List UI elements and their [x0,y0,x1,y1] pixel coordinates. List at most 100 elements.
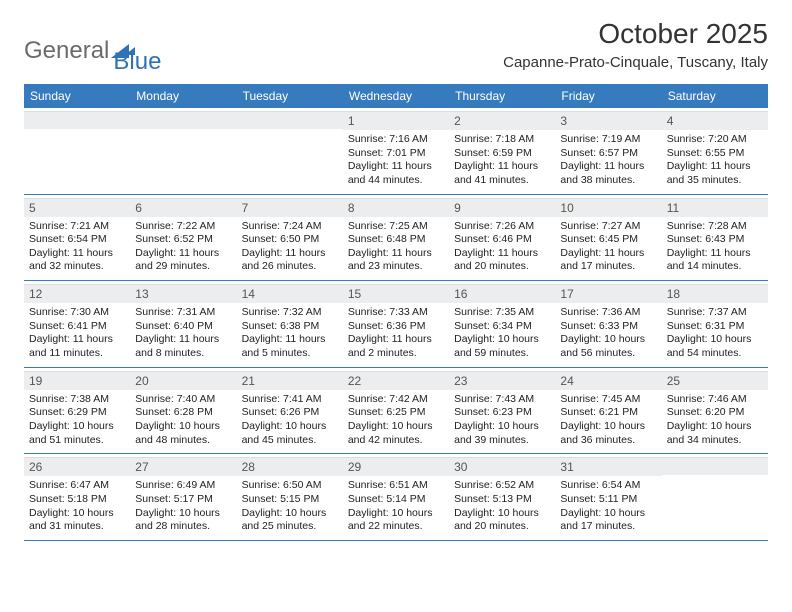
calendar-cell: 5 Sunrise: 7:21 AMSunset: 6:54 PMDaylight… [24,195,130,281]
day-number: 13 [130,284,236,303]
daylight-line-2: and 34 minutes. [666,434,764,448]
sunrise-line: Sunrise: 7:24 AM [241,220,339,234]
sunrise-line: Sunrise: 7:46 AM [666,393,764,407]
calendar-cell: 17Sunrise: 7:36 AMSunset: 6:33 PMDayligh… [555,281,661,367]
calendar-cell [237,108,343,194]
calendar-page: General Blue October 2025 Capanne-Prato-… [0,0,792,541]
sunset-line: Sunset: 6:36 PM [347,320,445,334]
sunset-line: Sunset: 6:41 PM [28,320,126,334]
sunset-line: Sunset: 5:13 PM [453,493,551,507]
daylight-line-2: and 48 minutes. [134,434,232,448]
daylight-line-1: Daylight: 10 hours [134,507,232,521]
day-number: 30 [449,457,555,476]
daylight-line-2: and 54 minutes. [666,347,764,361]
calendar-cell: 25Sunrise: 7:46 AMSunset: 6:20 PMDayligh… [662,368,768,454]
daylight-line-2: and 32 minutes. [28,260,126,274]
calendar-cell: 4Sunrise: 7:20 AMSunset: 6:55 PMDaylight… [662,108,768,194]
sunset-line: Sunset: 5:14 PM [347,493,445,507]
day-number: 5 [24,198,130,217]
calendar-cell: 28Sunrise: 6:50 AMSunset: 5:15 PMDayligh… [237,454,343,540]
sunset-line: Sunset: 6:43 PM [666,233,764,247]
daylight-line-2: and 11 minutes. [28,347,126,361]
sunrise-line: Sunrise: 7:22 AM [134,220,232,234]
daylight-line-1: Daylight: 10 hours [134,420,232,434]
day-number: 16 [449,284,555,303]
daylight-line-2: and 5 minutes. [241,347,339,361]
day-number [130,111,236,129]
sunset-line: Sunset: 6:52 PM [134,233,232,247]
sunrise-line: Sunrise: 7:36 AM [559,306,657,320]
sunset-line: Sunset: 7:01 PM [347,147,445,161]
day-number: 25 [662,371,768,390]
calendar-cell: 18Sunrise: 7:37 AMSunset: 6:31 PMDayligh… [662,281,768,367]
calendar-cell: 2 Sunrise: 7:18 AMSunset: 6:59 PMDaylight… [449,108,555,194]
daylight-line-2: and 39 minutes. [453,434,551,448]
table-row: 1 Sunrise: 7:16 AMSunset: 7:01 PM Daylight… [24,108,768,195]
sunrise-line: Sunrise: 7:32 AM [241,306,339,320]
calendar-cell: 13Sunrise: 7:31 AMSunset: 6:40 PMDayligh… [130,281,236,367]
daylight-line-1: Daylight: 11 hours [347,333,445,347]
sunrise-line: Sunrise: 7:16 AM [347,133,445,147]
calendar-cell: 22Sunrise: 7:42 AMSunset: 6:25 PMDayligh… [343,368,449,454]
day-number: 20 [130,371,236,390]
sunset-line: Sunset: 6:26 PM [241,406,339,420]
calendar-cell: 30Sunrise: 6:52 AMSunset: 5:13 PMDayligh… [449,454,555,540]
day-number: 18 [662,284,768,303]
calendar-cell [662,454,768,540]
daylight-line-1: Daylight: 11 hours [559,160,657,174]
day-number: 19 [24,371,130,390]
calendar-cell [24,108,130,194]
sunrise-line: Sunrise: 7:43 AM [453,393,551,407]
daylight-line-2: and 23 minutes. [347,260,445,274]
daylight-line-2: and 8 minutes. [134,347,232,361]
day-number: 29 [343,457,449,476]
daylight-line-2: and 17 minutes. [559,520,657,534]
day-number: 1 [343,111,449,130]
sunset-line: Sunset: 6:54 PM [28,233,126,247]
sunrise-line: Sunrise: 7:18 AM [453,133,551,147]
daylight-line-1: Daylight: 11 hours [453,160,551,174]
logo-text-general: General [24,37,109,65]
header: General Blue October 2025 Capanne-Prato-… [24,18,768,76]
daylight-line-1: Daylight: 10 hours [666,333,764,347]
daylight-line-2: and 36 minutes. [559,434,657,448]
day-number: 26 [24,457,130,476]
calendar-cell: 3Sunrise: 7:19 AMSunset: 6:57 PMDaylight… [555,108,661,194]
sunset-line: Sunset: 6:59 PM [453,147,551,161]
daylight-line-1: Daylight: 10 hours [559,333,657,347]
daylight-line-2: and 22 minutes. [347,520,445,534]
table-row: 5Sunrise: 7:21 AMSunset: 6:54 PMDaylight… [24,195,768,282]
title-block: October 2025 Capanne-Prato-Cinquale, Tus… [503,18,768,71]
sunrise-line: Sunrise: 7:35 AM [453,306,551,320]
column-header: Friday [555,84,661,108]
daylight-line-2: and 29 minutes. [134,260,232,274]
daylight-line-1: Daylight: 10 hours [666,420,764,434]
day-number: 31 [555,457,661,476]
daylight-line-2: and 2 minutes. [347,347,445,361]
sunrise-line: Sunrise: 7:21 AM [28,220,126,234]
sunset-line: Sunset: 5:17 PM [134,493,232,507]
day-number: 14 [237,284,343,303]
calendar-cell: 23Sunrise: 7:43 AMSunset: 6:23 PMDayligh… [449,368,555,454]
daylight-line-2: and 44 minutes. [347,174,445,188]
column-header: Saturday [662,84,768,108]
sunrise-line: Sunrise: 7:20 AM [666,133,764,147]
day-number: 23 [449,371,555,390]
day-number: 12 [24,284,130,303]
calendar-cell: 26Sunrise: 6:47 AMSunset: 5:18 PMDayligh… [24,454,130,540]
daylight-line-1: Daylight: 11 hours [28,247,126,261]
daylight-line-1: Daylight: 11 hours [666,247,764,261]
calendar-cell: 11Sunrise: 7:28 AMSunset: 6:43 PMDayligh… [662,195,768,281]
calendar-cell: 9Sunrise: 7:26 AMSunset: 6:46 PMDaylight… [449,195,555,281]
daylight-line-1: Daylight: 11 hours [241,333,339,347]
page-title: October 2025 [503,18,768,50]
daylight-line-2: and 20 minutes. [453,260,551,274]
daylight-line-1: Daylight: 11 hours [666,160,764,174]
day-number: 2 [449,111,555,130]
daylight-line-2: and 51 minutes. [28,434,126,448]
daylight-line-2: and 20 minutes. [453,520,551,534]
sunset-line: Sunset: 6:29 PM [28,406,126,420]
sunrise-line: Sunrise: 7:28 AM [666,220,764,234]
sunset-line: Sunset: 6:25 PM [347,406,445,420]
calendar-cell: 27Sunrise: 6:49 AMSunset: 5:17 PMDayligh… [130,454,236,540]
